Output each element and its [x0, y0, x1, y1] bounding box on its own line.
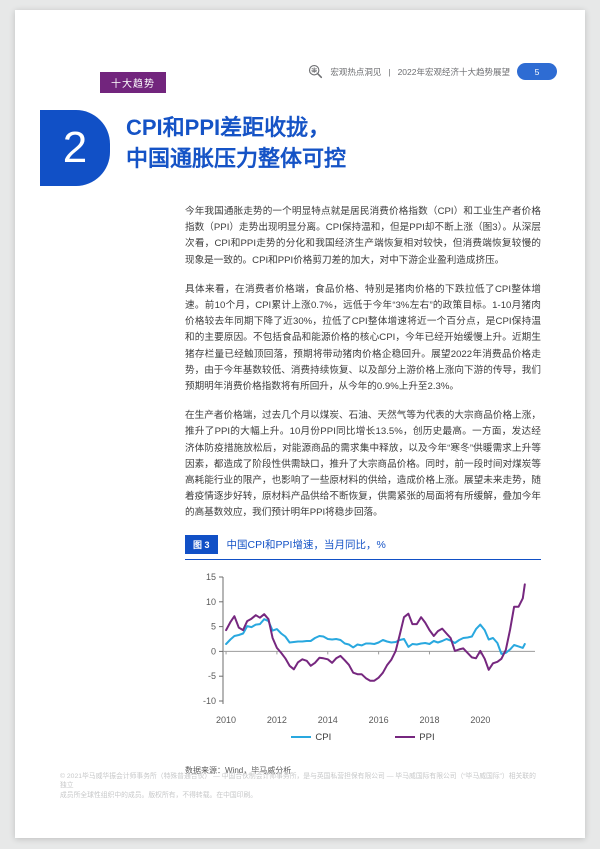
section-title-line-1: CPI和PPI差距收拢， [126, 115, 331, 140]
figure-number-label: 图 3 [185, 534, 218, 554]
legend-label-ppi: PPI [419, 731, 435, 743]
section-title: CPI和PPI差距收拢， 中国通胀压力整体可控 [126, 110, 346, 186]
page-header: 宏观热点洞见 | 2022年宏观经济十大趋势展望 5 [308, 63, 557, 80]
header-separator: | [388, 66, 391, 77]
svg-text:2010: 2010 [216, 715, 236, 725]
legend-label-cpi: CPI [315, 731, 332, 743]
section-title-line-2: 中国通胀压力整体可控 [126, 146, 347, 171]
svg-text:2020: 2020 [470, 715, 490, 725]
svg-text:2012: 2012 [267, 715, 287, 725]
svg-text:15: 15 [206, 572, 216, 582]
svg-text:10: 10 [206, 596, 216, 606]
cpi-line [225, 617, 526, 655]
svg-text:2014: 2014 [318, 715, 338, 725]
footer-line-2: 成员所全球性组织中的成员。版权所有，不得转载。在中国印刷。 [60, 791, 258, 799]
magnifier-insights-icon [308, 64, 323, 79]
ppi-line [225, 583, 526, 682]
svg-text:0: 0 [211, 646, 216, 656]
legend-swatch-ppi [395, 735, 416, 739]
legend-item-ppi: PPI [395, 731, 435, 743]
section-number: 2 [62, 123, 88, 172]
report-page: 宏观热点洞见 | 2022年宏观经济十大趋势展望 5 十大趋势 2 CPI和PP… [15, 10, 585, 838]
cpi-ppi-line-chart: 15 10 5 0 -5 -10 2010 2012 2014 2016 2018 2020 CPI P… [185, 569, 541, 743]
svg-text:-10: -10 [203, 696, 216, 706]
figure-header: 图 3 中国CPI和PPI增速，当月同比，% [185, 534, 541, 560]
body-paragraph-3: 在生产者价格端，过去几个月以煤炭、石油、天然气等为代表的大宗商品价格上涨，推升了… [185, 410, 541, 519]
section-hero: 2 CPI和PPI差距收拢， 中国通胀压力整体可控 [40, 110, 346, 186]
figure-caption: 中国CPI和PPI增速，当月同比，% [226, 538, 386, 551]
source-note: 数据来源：Wind，毕马威分析 [185, 765, 292, 775]
body-paragraph-2: 具体来看，在消费者价格端，食品价格、特别是猪肉价格的下跌拉低了CPI整体增速。前… [185, 283, 541, 393]
chart-legend: CPI PPI [185, 732, 541, 743]
section-number-box: 2 [40, 110, 110, 186]
page-number-badge: 5 [517, 63, 557, 80]
svg-text:2016: 2016 [369, 715, 389, 725]
svg-text:-5: -5 [208, 671, 216, 681]
svg-text:2018: 2018 [419, 715, 439, 725]
legend-swatch-cpi [291, 735, 312, 739]
body-paragraph-1: 今年我国通胀走势的一个明显特点就是居民消费价格指数（CPI）和工业生产者价格指数… [185, 206, 541, 266]
footer-line-1: © 2021毕马威华振会计师事务所（特殊普通合伙） — 中国合伙制会计师事务所，… [60, 772, 536, 790]
body-column: 今年我国通胀走势的一个明显特点就是居民消费价格指数（CPI）和工业生产者价格指数… [185, 204, 541, 776]
header-brand: 宏观热点洞见 [330, 66, 382, 77]
svg-text:5: 5 [211, 621, 216, 631]
legend-item-cpi: CPI [291, 732, 331, 743]
header-doc-title: 2022年宏观经济十大趋势展望 [397, 66, 510, 77]
copyright-footer: © 2021毕马威华振会计师事务所（特殊普通合伙） — 中国合伙制会计师事务所，… [60, 772, 540, 801]
series-tag: 十大趋势 [100, 72, 166, 93]
